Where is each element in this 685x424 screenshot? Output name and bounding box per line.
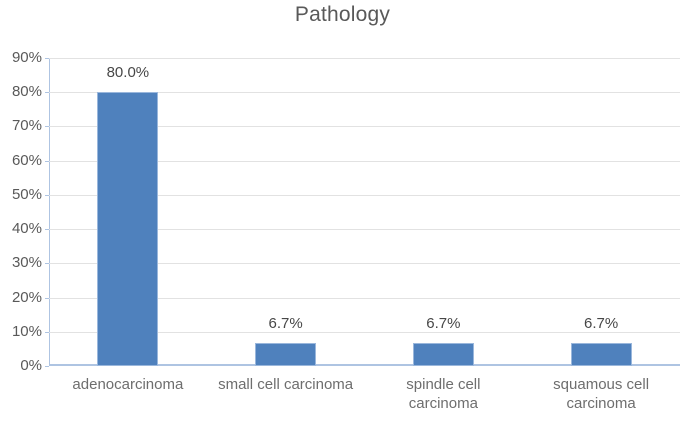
bar-value-label: 6.7% bbox=[584, 315, 619, 333]
gridline bbox=[49, 92, 680, 94]
gridline bbox=[49, 263, 680, 265]
bar bbox=[412, 343, 474, 366]
gridline bbox=[49, 331, 680, 333]
bar-value-label: 6.7% bbox=[268, 315, 303, 333]
y-axis-line bbox=[49, 58, 50, 366]
y-tick-label: 80% bbox=[11, 83, 42, 101]
x-axis-line bbox=[49, 364, 680, 366]
plot-area: 80.0% 6.7% 6.7% 6.7% bbox=[49, 58, 680, 366]
x-axis-labels: adenocarcinoma small cell carcinoma spindl… bbox=[0, 375, 685, 421]
gridline bbox=[49, 58, 680, 59]
gridline bbox=[49, 160, 680, 162]
category-label: small cell carcinoma bbox=[218, 376, 354, 393]
gridline bbox=[49, 297, 680, 299]
category-label: squamous cell carcinoma bbox=[553, 376, 650, 412]
y-axis-tick bbox=[45, 366, 49, 367]
chart-title: Pathology bbox=[294, 3, 391, 26]
y-tick-label: 90% bbox=[11, 49, 42, 66]
category-label: adenocarcinoma bbox=[72, 376, 184, 393]
y-tick-label: 70% bbox=[11, 117, 42, 135]
bar-value-label: 6.7% bbox=[426, 315, 461, 333]
bar-value-label: 80.0% bbox=[106, 64, 150, 82]
y-tick-label: 10% bbox=[11, 322, 42, 340]
bar bbox=[255, 343, 317, 366]
y-tick-label: 0% bbox=[20, 357, 42, 374]
bar bbox=[570, 343, 632, 366]
y-tick-label: 40% bbox=[11, 220, 42, 238]
bar bbox=[97, 92, 159, 366]
y-tick-label: 50% bbox=[11, 185, 42, 203]
category-label: spindle cell carcinoma bbox=[406, 376, 481, 412]
gridline bbox=[49, 229, 680, 231]
y-tick-label: 30% bbox=[11, 254, 42, 272]
y-tick-label: 60% bbox=[11, 151, 42, 169]
gridline bbox=[49, 126, 680, 128]
y-tick-label: 20% bbox=[11, 288, 42, 306]
gridline bbox=[49, 194, 680, 196]
